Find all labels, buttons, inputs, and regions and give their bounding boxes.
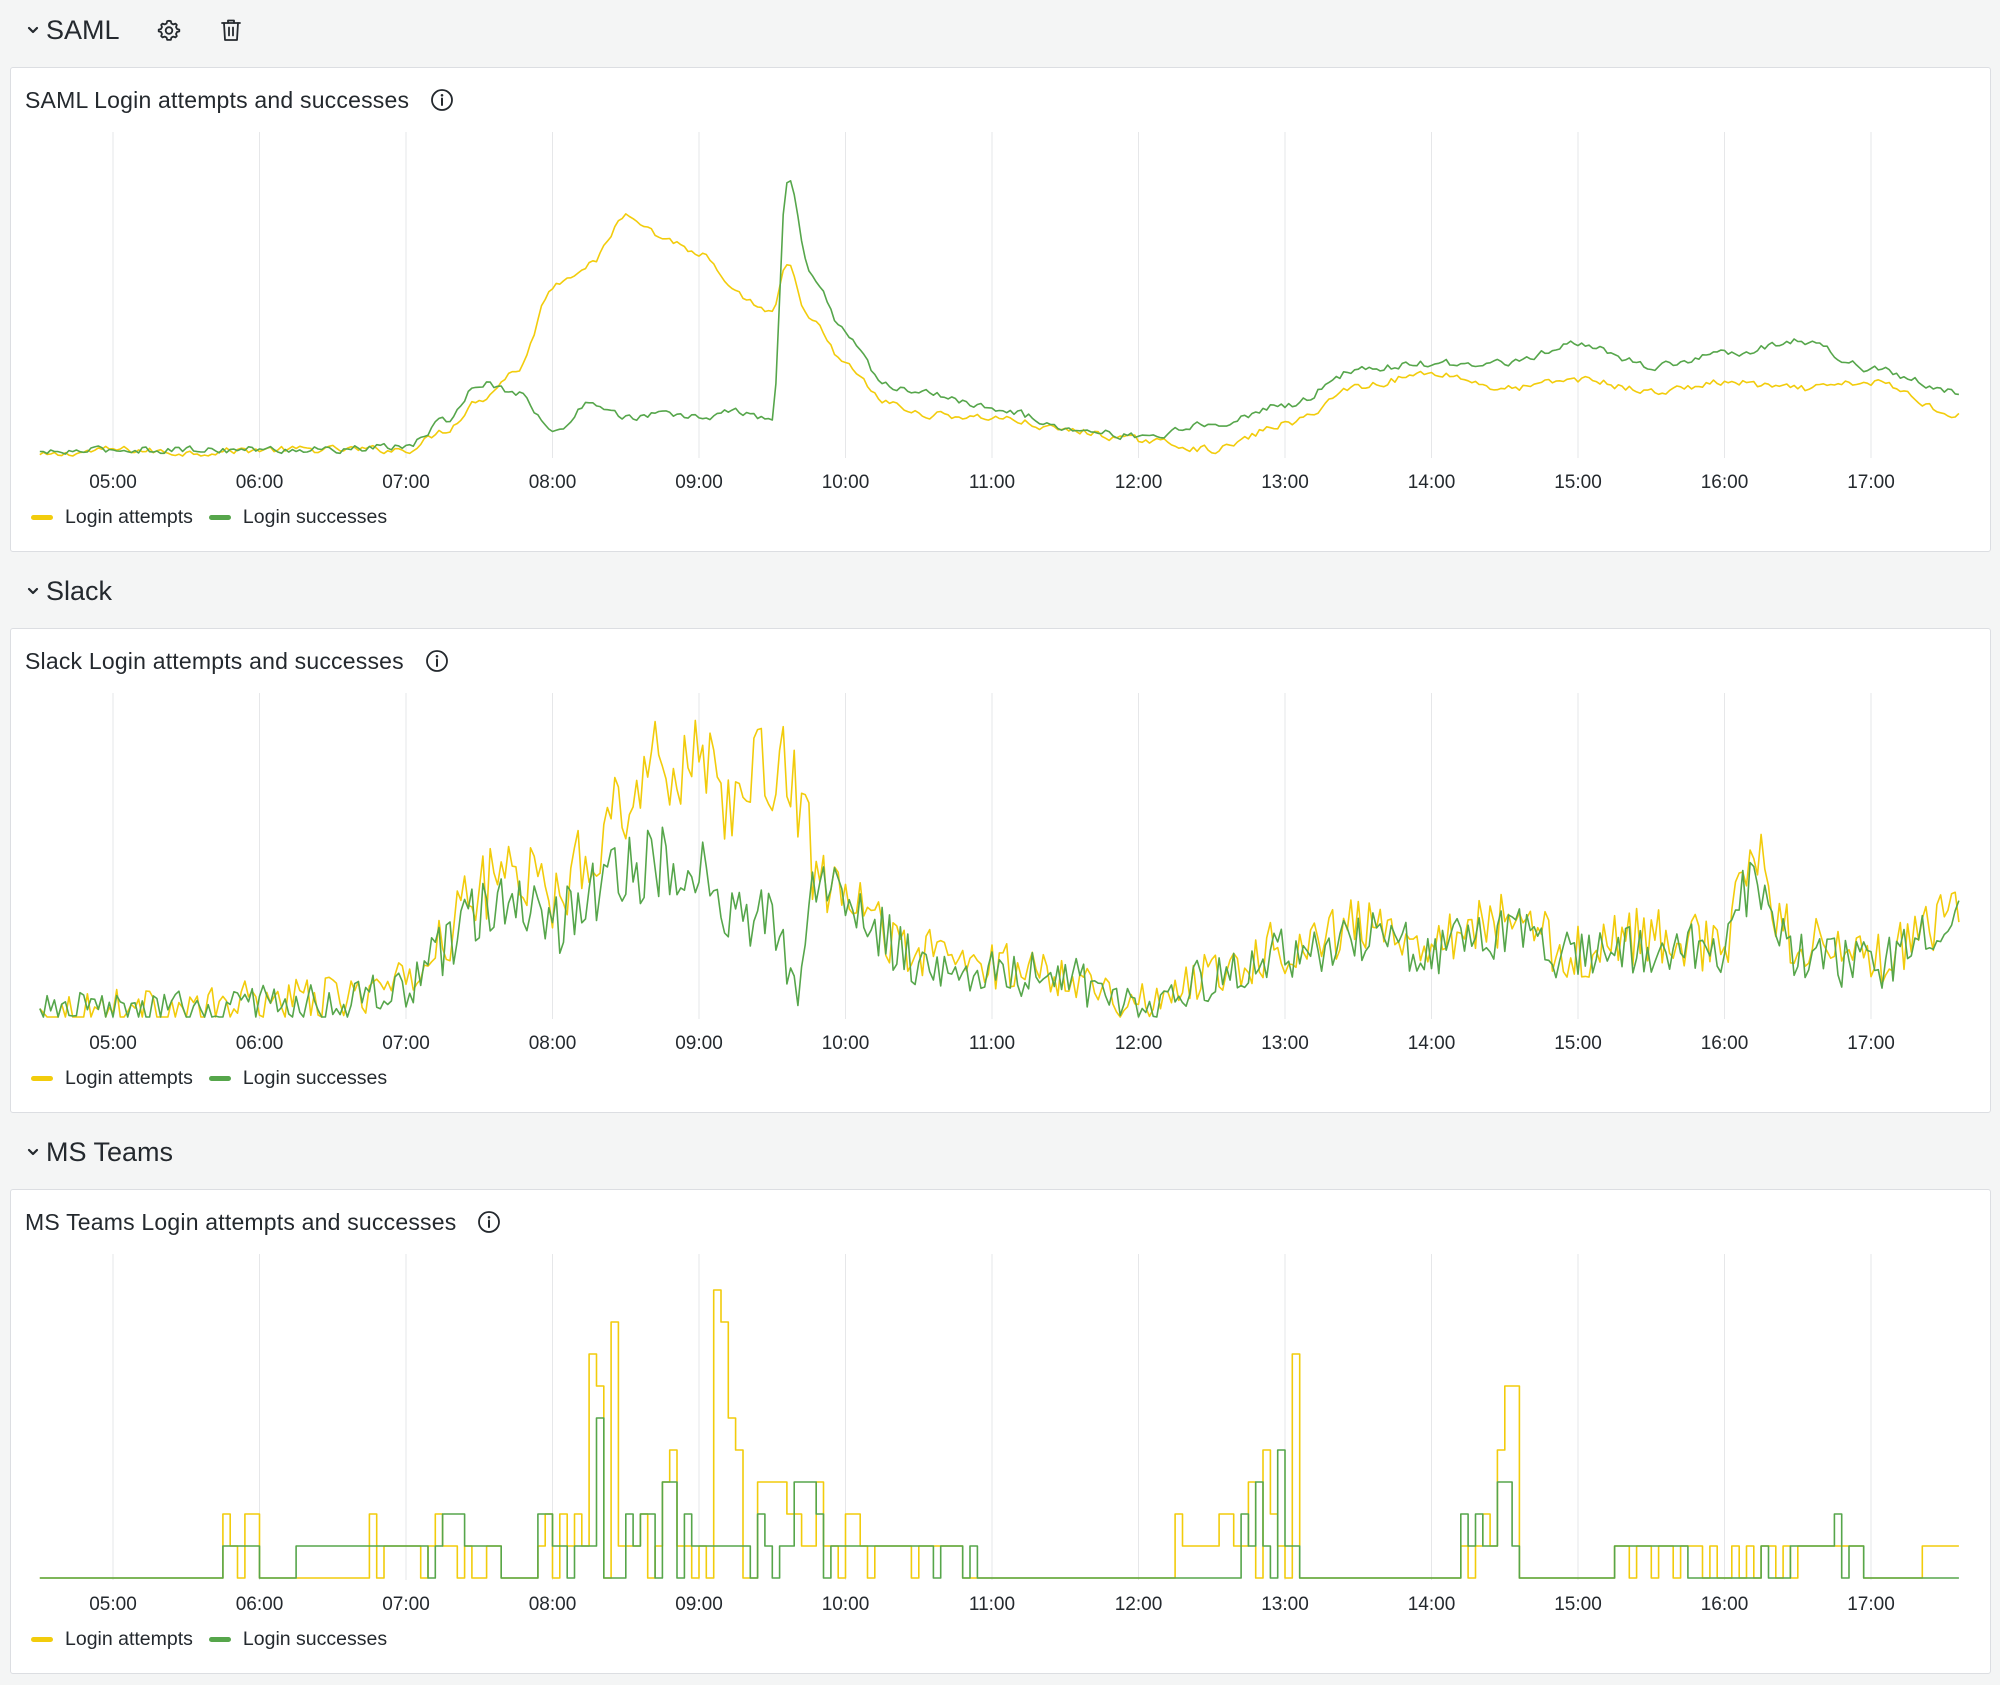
panel-header: MS Teams Login attempts and successes [25, 1202, 502, 1242]
legend-label: Login attempts [65, 505, 193, 528]
x-tick-label: 14:00 [1408, 472, 1456, 493]
panel-header: Slack Login attempts and successes [25, 641, 450, 681]
row-title[interactable]: MS Teams [46, 1136, 174, 1167]
chevron-down-icon[interactable] [22, 19, 44, 41]
legend-label: Login successes [242, 1627, 388, 1650]
series-line-login-successes [39, 180, 1960, 455]
x-tick-label: 05:00 [89, 1033, 137, 1054]
legend-swatch-attempts [31, 514, 53, 520]
timeseries-chart[interactable]: 05:00 06:00 07:00 08:00 09:00 10:00 11:00 12:00… [11, 629, 1990, 1112]
row-title[interactable]: Slack [46, 575, 113, 606]
legend-item-login-successes[interactable]: Login successes [208, 1066, 388, 1090]
panel-saml: SAML Login attempts and successes 05:00 0… [10, 67, 1991, 552]
x-tick-label: 16:00 [1701, 472, 1749, 493]
info-icon[interactable] [476, 1209, 502, 1235]
x-tick-label: 14:00 [1408, 1594, 1456, 1615]
panel-title: MS Teams Login attempts and successes [25, 1208, 457, 1235]
panel-header: SAML Login attempts and successes [25, 80, 455, 120]
row-header-saml: SAML [22, 6, 246, 54]
legend-swatch-successes [208, 1636, 231, 1642]
panel-title: Slack Login attempts and successes [25, 647, 404, 674]
x-tick-label: 07:00 [382, 1033, 430, 1054]
x-tick-label: 16:00 [1701, 1594, 1749, 1615]
x-tick-label: 12:00 [1115, 472, 1163, 493]
legend-item-login-successes[interactable]: Login successes [208, 505, 388, 529]
x-tick-label: 13:00 [1261, 1033, 1309, 1054]
x-tick-label: 07:00 [382, 1594, 430, 1615]
legend: Login attempts Login successes [31, 1063, 403, 1093]
x-tick-label: 08:00 [529, 1033, 577, 1054]
x-tick-label: 10:00 [822, 1594, 870, 1615]
panel-title: SAML Login attempts and successes [25, 86, 410, 113]
legend-label: Login successes [242, 505, 388, 528]
x-tick-label: 12:00 [1115, 1594, 1163, 1615]
x-tick-label: 13:00 [1261, 472, 1309, 493]
x-tick-label: 06:00 [236, 1594, 284, 1615]
legend-label: Login attempts [65, 1627, 193, 1650]
panel-ms-teams: MS Teams Login attempts and successes 05… [10, 1189, 1991, 1674]
x-tick-label: 17:00 [1847, 472, 1895, 493]
chevron-down-icon[interactable] [22, 1141, 44, 1163]
panel-slack: Slack Login attempts and successes 05:00… [10, 628, 1991, 1113]
series-line-login-successes [39, 826, 1960, 1018]
legend-item-login-attempts[interactable]: Login attempts [31, 506, 193, 529]
x-tick-label: 17:00 [1847, 1594, 1895, 1615]
x-tick-label: 16:00 [1701, 1033, 1749, 1054]
info-icon[interactable] [424, 648, 450, 674]
chevron-down-icon[interactable] [22, 580, 44, 602]
legend-swatch-attempts [31, 1636, 53, 1642]
x-tick-label: 05:00 [89, 472, 137, 493]
series-line-login-successes [39, 1417, 1959, 1579]
row-header-ms-teams: MS Teams [22, 1128, 173, 1176]
legend-item-login-attempts[interactable]: Login attempts [31, 1067, 193, 1090]
x-tick-label: 09:00 [675, 1594, 723, 1615]
x-tick-label: 14:00 [1408, 1033, 1456, 1054]
x-tick-label: 15:00 [1554, 1594, 1602, 1615]
x-tick-label: 07:00 [382, 472, 430, 493]
x-tick-label: 10:00 [822, 1033, 870, 1054]
legend-swatch-successes [208, 514, 231, 520]
row-header-slack: Slack [22, 567, 112, 615]
x-tick-label: 11:00 [969, 1033, 1015, 1054]
x-tick-label: 09:00 [675, 1033, 723, 1054]
legend: Login attempts Login successes [31, 1624, 403, 1654]
x-tick-label: 06:00 [236, 1033, 284, 1054]
x-tick-label: 10:00 [822, 472, 870, 493]
row-title[interactable]: SAML [46, 14, 120, 45]
legend-item-login-attempts[interactable]: Login attempts [31, 1628, 193, 1651]
x-tick-label: 11:00 [969, 1594, 1015, 1615]
trash-icon[interactable] [216, 15, 246, 45]
timeseries-chart[interactable]: 05:00 06:00 07:00 08:00 09:00 10:00 11:00 12:00… [11, 1190, 1990, 1673]
legend-swatch-successes [208, 1075, 231, 1081]
x-tick-label: 15:00 [1554, 472, 1602, 493]
legend-item-login-successes[interactable]: Login successes [208, 1627, 388, 1651]
x-tick-label: 12:00 [1115, 1033, 1163, 1054]
x-tick-label: 05:00 [89, 1594, 137, 1615]
legend-label: Login attempts [65, 1066, 193, 1089]
x-tick-label: 11:00 [969, 472, 1015, 493]
info-icon[interactable] [429, 87, 455, 113]
x-tick-label: 09:00 [675, 472, 723, 493]
legend-label: Login successes [242, 1066, 388, 1089]
series-line-login-attempts [39, 719, 1960, 1018]
legend-swatch-attempts [31, 1075, 53, 1081]
series-line-login-attempts [39, 213, 1960, 457]
gear-icon[interactable] [154, 15, 184, 45]
timeseries-chart[interactable]: 05:00 06:00 07:00 08:00 09:00 10:00 11:00 12:00… [11, 68, 1990, 551]
legend: Login attempts Login successes [31, 502, 403, 532]
x-tick-label: 06:00 [236, 472, 284, 493]
x-tick-label: 13:00 [1261, 1594, 1309, 1615]
x-tick-label: 08:00 [529, 1594, 577, 1615]
series-line-login-attempts [39, 1289, 1959, 1579]
x-tick-label: 15:00 [1554, 1033, 1602, 1054]
x-tick-label: 17:00 [1847, 1033, 1895, 1054]
x-tick-label: 08:00 [529, 472, 577, 493]
